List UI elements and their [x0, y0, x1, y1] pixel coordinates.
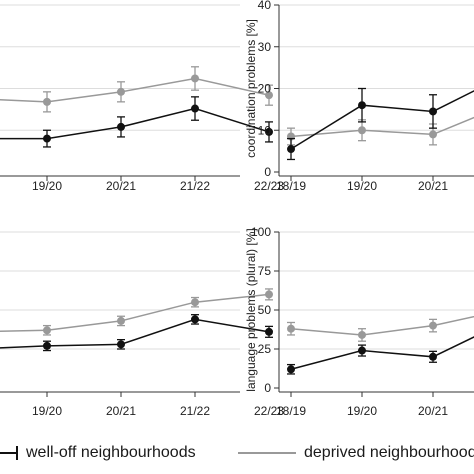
data-point-well-off-top-left	[43, 134, 51, 143]
x-tick-label-bottom-left: 19/20	[32, 404, 62, 418]
data-point-deprived-bottom-left	[191, 298, 199, 307]
data-point-deprived-bottom-right	[287, 324, 295, 333]
data-point-deprived-bottom-right	[358, 330, 366, 339]
data-point-well-off-bottom-left	[117, 340, 125, 349]
y-axis-label-top-right: coordination problems [%]	[244, 19, 258, 158]
legend-line-well-off-icon	[0, 444, 18, 462]
y-tick-label-bottom-right: 25	[258, 342, 272, 356]
x-tick-label-top-right: 18/19	[276, 179, 306, 193]
series-line-deprived-bottom-right	[290, 315, 474, 336]
data-point-deprived-top-left	[265, 91, 273, 100]
x-tick-label-top-left: 20/21	[106, 179, 136, 193]
data-point-well-off-bottom-left	[265, 327, 273, 336]
data-point-well-off-top-right	[287, 145, 295, 154]
legend-label-well-off: well-off neighbourhoods	[26, 444, 196, 461]
y-tick-label-bottom-right: 0	[264, 381, 271, 395]
series-line-well-off-bottom-left	[0, 318, 270, 349]
data-point-well-off-bottom-left	[43, 341, 51, 350]
series-line-well-off-bottom-right	[290, 336, 474, 371]
x-tick-label-bottom-left: 21/22	[180, 404, 210, 418]
data-point-deprived-bottom-left	[43, 326, 51, 335]
data-point-well-off-bottom-right	[429, 352, 437, 361]
series-line-deprived-bottom-left	[0, 293, 270, 333]
x-tick-label-top-left: 19/20	[32, 179, 62, 193]
series-line-deprived-top-right	[290, 116, 474, 138]
series-line-well-off-top-left	[0, 107, 270, 140]
data-point-deprived-top-left	[43, 97, 51, 106]
data-point-deprived-bottom-left	[117, 316, 125, 325]
data-point-well-off-top-left	[191, 104, 199, 113]
x-tick-label-top-left: 22/23	[254, 179, 284, 193]
x-tick-label-top-left: 21/22	[180, 179, 210, 193]
y-tick-label-top-right: 0	[264, 165, 271, 179]
x-tick-label-bottom-right: 19/20	[347, 404, 377, 418]
data-point-well-off-top-left	[117, 122, 125, 131]
data-point-well-off-bottom-left	[191, 315, 199, 324]
data-point-deprived-bottom-left	[265, 290, 273, 299]
legend-item-well-off: well-off neighbourhoods	[0, 444, 196, 462]
x-tick-label-top-right: 20/21	[418, 179, 448, 193]
data-point-well-off-top-left	[265, 127, 273, 136]
y-tick-label-top-right: 30	[258, 40, 272, 54]
data-point-well-off-bottom-right	[287, 365, 295, 374]
legend-line-deprived-icon	[238, 444, 296, 462]
x-tick-label-bottom-right: 20/21	[418, 404, 448, 418]
y-tick-label-top-right: 40	[258, 0, 272, 12]
x-tick-label-bottom-left: 20/21	[106, 404, 136, 418]
y-tick-label-bottom-right: 100	[251, 225, 271, 239]
y-tick-label-bottom-right: 50	[258, 303, 272, 317]
data-point-deprived-top-right	[429, 130, 437, 139]
legend-label-deprived: deprived neighbourhoods	[304, 444, 474, 461]
y-tick-label-bottom-right: 75	[258, 264, 272, 278]
legend-item-deprived: deprived neighbourhoods	[238, 444, 474, 462]
series-line-well-off-top-right	[290, 90, 474, 150]
data-point-well-off-bottom-right	[358, 346, 366, 355]
x-tick-label-top-right: 19/20	[347, 179, 377, 193]
data-point-well-off-top-right	[429, 107, 437, 116]
data-point-deprived-bottom-right	[429, 321, 437, 330]
data-point-deprived-top-left	[191, 74, 199, 83]
x-tick-label-bottom-right: 18/19	[276, 404, 306, 418]
data-point-deprived-top-left	[117, 87, 125, 96]
data-point-deprived-top-right	[358, 126, 366, 135]
y-tick-label-top-right: 10	[258, 123, 272, 137]
data-point-well-off-top-right	[358, 101, 366, 110]
legend: well-off neighbourhoods deprived neighbo…	[0, 438, 474, 472]
y-tick-label-top-right: 20	[258, 82, 272, 96]
x-tick-label-bottom-left: 22/23	[254, 404, 284, 418]
series-line-deprived-top-left	[0, 77, 270, 103]
y-axis-label-bottom-right: language problems (plural) [%]	[244, 228, 258, 391]
